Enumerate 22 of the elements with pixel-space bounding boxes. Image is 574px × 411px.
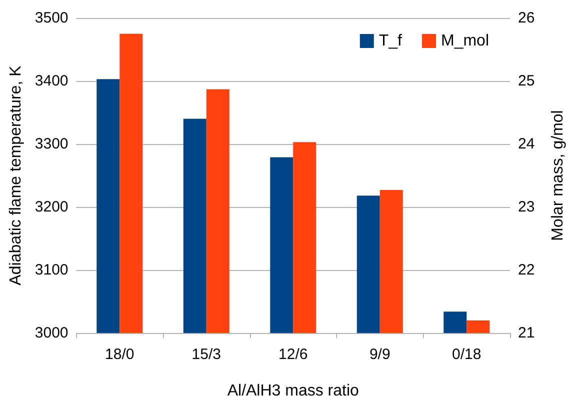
x-tick-label: 18/0 [105, 346, 134, 363]
y2-tick-label: 25 [518, 72, 535, 90]
y-tick-label: 3300 [34, 136, 68, 152]
y-tick-label: 3500 [34, 10, 68, 26]
y2-tick-label: 23 [518, 198, 535, 216]
legend-label: T_f [378, 32, 403, 50]
x-tick-label: 15/3 [192, 346, 221, 363]
y2-tick-label: 26 [518, 10, 535, 26]
x-tick-label: 12/6 [278, 346, 308, 363]
y2-axis-title: Molar mass, g/mol [550, 110, 566, 241]
y-tick-label: 3100 [34, 262, 68, 278]
y-tick-label: 3200 [34, 198, 68, 216]
y-tick-label: 3400 [34, 72, 68, 90]
y-tick-label: 3000 [34, 324, 68, 342]
y2-tick-label: 24 [518, 136, 535, 152]
y-axis-title: Adiabatic flame temperature, K [8, 65, 24, 286]
x-axis-title: Al/AlH3 mass ratio [227, 382, 360, 400]
y2-tick-label: 21 [518, 324, 535, 342]
x-tick-label: 0/18 [452, 346, 482, 363]
y2-tick-label: 22 [518, 262, 535, 278]
legend-label: M_mol [440, 32, 490, 50]
x-tick-label: 9/9 [369, 346, 390, 363]
